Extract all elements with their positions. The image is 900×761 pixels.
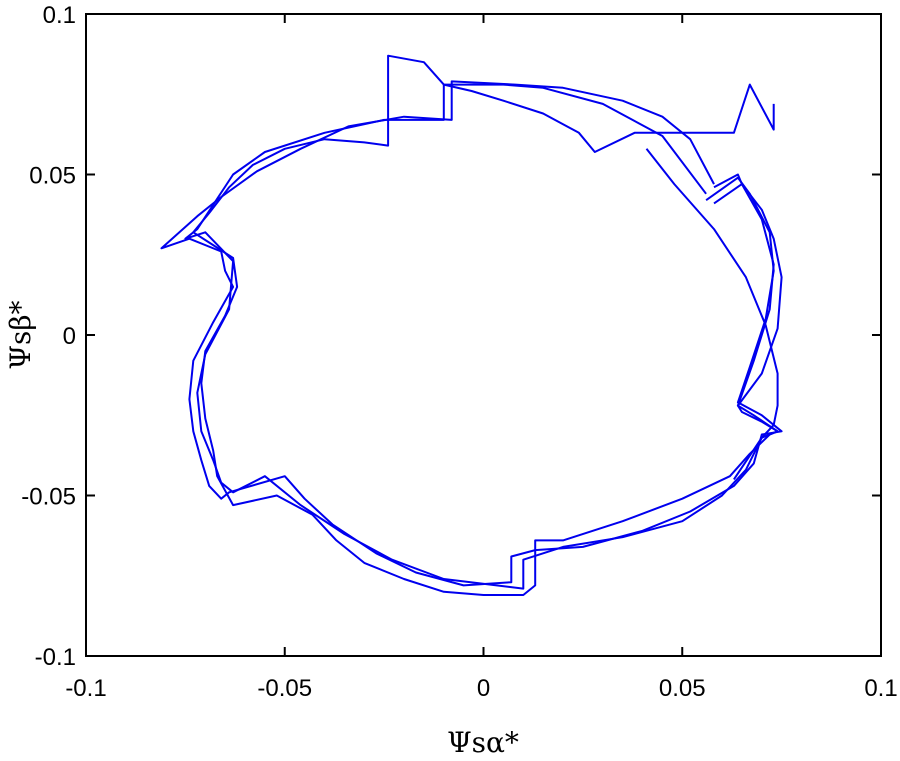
x-tick-label: -0.05 [257, 675, 312, 702]
ticks-layer: -0.1 -0.05 0 0.05 0.1 -0.1 -0.05 0 0.05 0.1 [21, 2, 897, 702]
y-tick-label: -0.05 [21, 484, 76, 511]
y-tick-label: 0.1 [43, 2, 76, 29]
series-line-3 [184, 83, 779, 590]
y-tick-label: 0.05 [29, 163, 76, 190]
x-tick-label: 0 [477, 675, 490, 702]
y-axis-label: Ψsβ* [4, 300, 37, 369]
series-layer [160, 54, 783, 596]
series-line-2 [160, 80, 783, 587]
series-line-4 [645, 148, 779, 480]
x-tick-label: 0.05 [659, 675, 706, 702]
x-tick-label: 0.1 [864, 675, 897, 702]
series-line-1 [192, 54, 783, 596]
x-tick-label: -0.1 [65, 675, 106, 702]
y-tick-label: 0 [63, 323, 76, 350]
x-axis-label: Ψsα* [447, 726, 519, 759]
y-tick-label: -0.1 [35, 644, 76, 671]
